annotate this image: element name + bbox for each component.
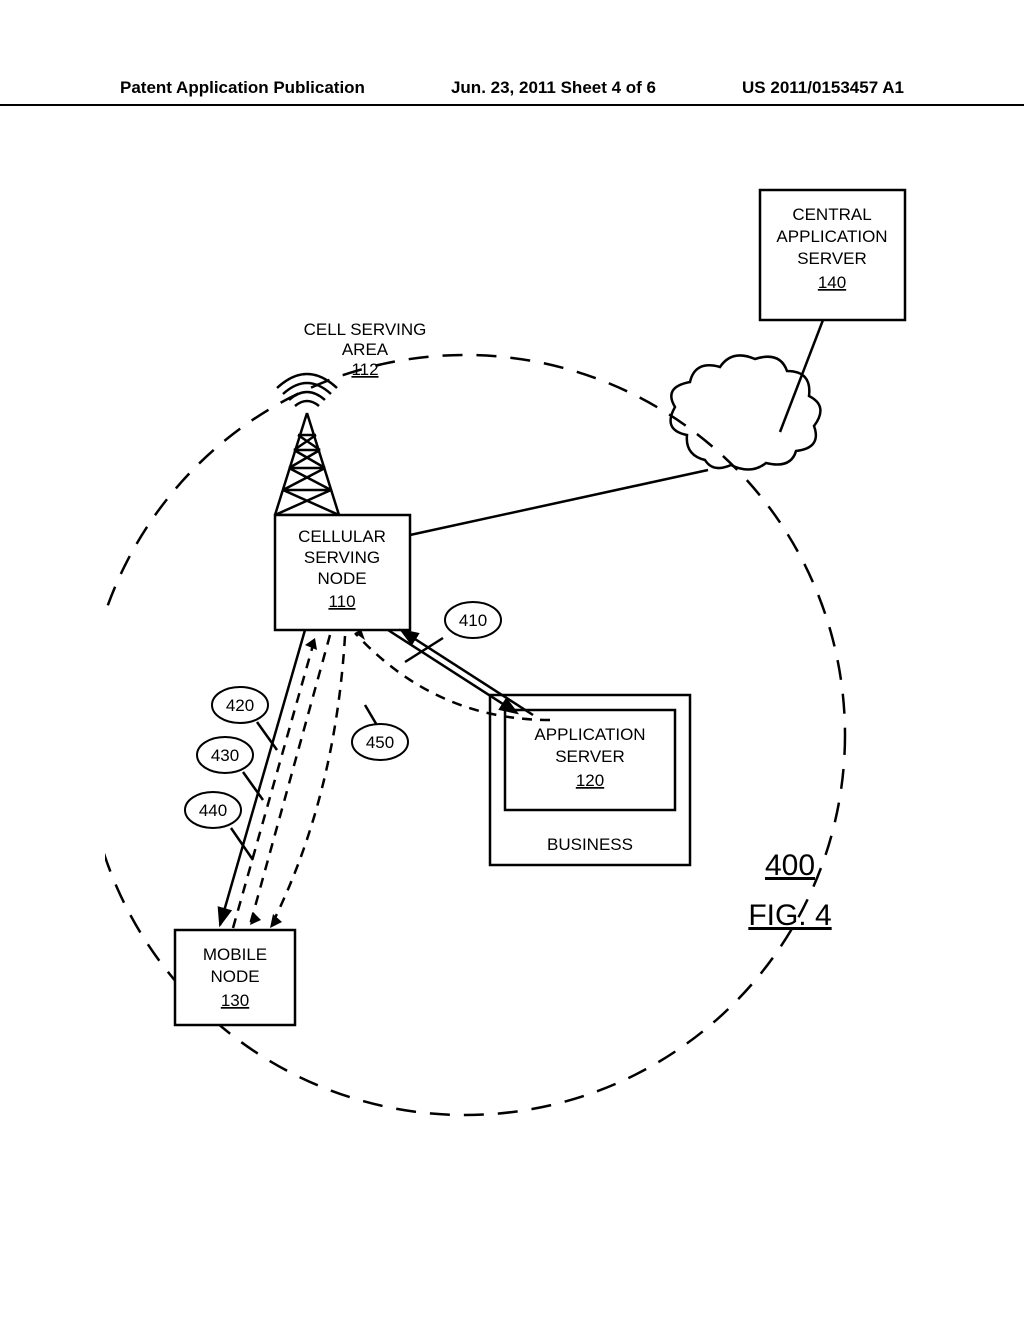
mobile-num: 130 <box>221 991 249 1010</box>
svg-text:450: 450 <box>366 733 394 752</box>
arrow-440a-head <box>250 912 261 925</box>
figure-label: FIG. 4 <box>748 899 831 932</box>
app-l1: APPLICATION <box>534 725 645 744</box>
central-l3: SERVER <box>797 249 867 268</box>
mobile-l1: MOBILE <box>203 945 267 964</box>
diagram-svg: CELL SERVING AREA 112 CENTRAL APPLICATIO… <box>105 160 910 1170</box>
svg-text:430: 430 <box>211 746 239 765</box>
arrow-410 <box>388 630 517 713</box>
cellular-l1: CELLULAR <box>298 527 386 546</box>
svg-text:440: 440 <box>199 801 227 820</box>
cell-area-label1: CELL SERVING <box>304 320 427 339</box>
svg-text:410: 410 <box>459 611 487 630</box>
header-left: Patent Application Publication <box>120 78 365 98</box>
page-header: Patent Application Publication Jun. 23, … <box>0 78 1024 106</box>
header-right: US 2011/0153457 A1 <box>742 78 904 98</box>
figure-num: 400 <box>765 849 815 882</box>
cellular-l2: SERVING <box>304 548 380 567</box>
central-l2: APPLICATION <box>776 227 887 246</box>
app-num: 120 <box>576 771 604 790</box>
cell-area-num: 112 <box>351 360 378 379</box>
central-num: 140 <box>818 273 846 292</box>
central-l1: CENTRAL <box>792 205 871 224</box>
arrow-430 <box>233 638 315 928</box>
cellular-num: 110 <box>328 592 355 611</box>
arrow-450-solid <box>401 630 533 715</box>
arrow-440b <box>270 636 345 928</box>
app-l2: SERVER <box>555 747 625 766</box>
link-cellular-cloud <box>410 470 708 535</box>
svg-text:420: 420 <box>226 696 254 715</box>
radio-tower-icon <box>275 374 339 515</box>
business-label: BUSINESS <box>547 835 633 854</box>
callout-430: 430 <box>197 737 263 800</box>
cell-area-label2: AREA <box>342 340 389 359</box>
link-cloud-central <box>780 320 823 432</box>
diagram: CELL SERVING AREA 112 CENTRAL APPLICATIO… <box>105 160 910 1170</box>
cloud-icon <box>671 355 821 469</box>
callout-450: 450 <box>352 705 408 760</box>
cellular-l3: NODE <box>317 569 366 588</box>
mobile-l2: NODE <box>210 967 259 986</box>
header-center: Jun. 23, 2011 Sheet 4 of 6 <box>451 78 656 98</box>
callout-410: 410 <box>405 602 501 662</box>
